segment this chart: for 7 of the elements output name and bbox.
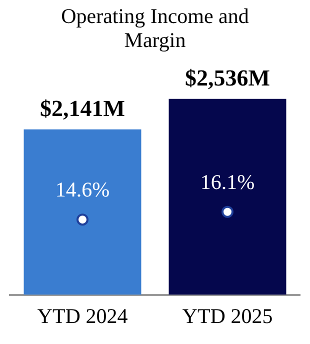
x-tick-label: YTD 2024 <box>37 304 128 328</box>
data-label: 16.1% <box>200 170 255 194</box>
data-label: 14.6% <box>55 178 110 202</box>
chart-title: Operating Income and Margin <box>60 4 250 54</box>
data-label: $2,141M <box>40 96 126 121</box>
data-label: $2,536M <box>185 65 270 90</box>
x-tick-label: YTD 2025 <box>182 304 273 328</box>
